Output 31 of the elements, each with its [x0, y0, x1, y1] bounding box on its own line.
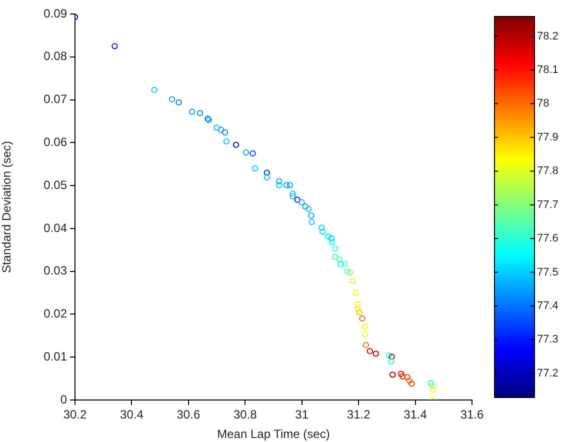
y-tick-label: 0.07 — [44, 92, 68, 106]
y-axis-title: Standard Deviation (sec) — [0, 140, 14, 274]
y-tick-label: 0.02 — [44, 306, 68, 321]
color-bar-label: 78.2 — [537, 30, 558, 42]
y-tick-label: 0.06 — [44, 134, 68, 149]
x-tick-label: 30.8 — [233, 408, 258, 422]
x-tick-label: 31 — [295, 408, 309, 422]
color-bar-label: 77.8 — [537, 165, 558, 178]
y-tick-label: 0.03 — [44, 264, 68, 278]
color-bar-label: 77.6 — [537, 232, 558, 245]
color-bar-label: 77.2 — [537, 367, 558, 380]
x-tick-label: 31.2 — [346, 408, 371, 422]
color-bar-label: 77.5 — [537, 266, 558, 278]
x-tick-label: 30.6 — [176, 408, 200, 422]
y-tick-label: 0.05 — [44, 178, 68, 192]
y-tick-label: 0.08 — [44, 49, 68, 64]
color-bar-label: 77.3 — [537, 334, 558, 346]
color-bar-label: 77.7 — [537, 198, 558, 211]
x-tick-label: 31.6 — [460, 408, 484, 422]
x-tick-label: 30.4 — [120, 408, 144, 422]
x-tick-label: 31.4 — [404, 408, 428, 422]
y-tick-label: 0 — [60, 392, 68, 406]
color-bar-label: 78.1 — [537, 64, 558, 76]
color-bar-label: 77.4 — [537, 300, 558, 312]
x-axis-title: Mean Lap Time (sec) — [217, 427, 330, 442]
color-bar-label: 78 — [537, 98, 550, 110]
color-bar-label: 77.9 — [537, 131, 558, 144]
y-tick-label: 0.09 — [44, 6, 68, 20]
y-tick-label: 0.04 — [44, 220, 68, 235]
x-tick-label: 30.2 — [63, 408, 87, 422]
y-tick-label: 0.01 — [44, 349, 68, 364]
